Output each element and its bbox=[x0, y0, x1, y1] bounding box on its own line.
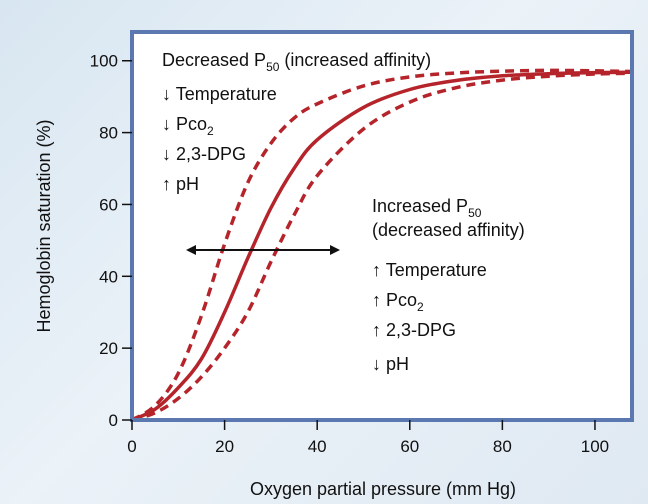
y-tick-label: 0 bbox=[109, 411, 118, 430]
right-item-temperature: ↑ Temperature bbox=[372, 260, 487, 280]
right-item-pco2: ↑ Pco2 bbox=[372, 290, 424, 314]
increased-p50-annotation: Increased P50 (decreased affinity) ↑ Tem… bbox=[372, 196, 525, 374]
left-item-ph: ↑ pH bbox=[162, 174, 199, 194]
decreased-p50-annotation: Decreased P50 (increased affinity) ↓ Tem… bbox=[162, 50, 431, 194]
x-tick-label: 80 bbox=[493, 437, 512, 456]
plot-frame bbox=[130, 30, 634, 422]
x-tick-label: 20 bbox=[215, 437, 234, 456]
normal-curve bbox=[131, 70, 633, 422]
y-axis-title: Hemoglobin saturation (%) bbox=[34, 119, 54, 332]
left-item-temperature: ↓ Temperature bbox=[162, 84, 277, 104]
x-tick-label: 0 bbox=[127, 437, 136, 456]
plot-area bbox=[132, 32, 632, 420]
left-item-dpg: ↓ 2,3-DPG bbox=[162, 144, 246, 164]
curve-layer bbox=[131, 68, 633, 422]
decreased-affinity-curve bbox=[131, 71, 633, 422]
y-tick-label: 60 bbox=[99, 195, 118, 214]
y-tick-label: 80 bbox=[99, 124, 118, 143]
x-axis: 0 20 40 60 80 100 bbox=[127, 420, 609, 456]
left-item-pco2: ↓ Pco2 bbox=[162, 114, 214, 138]
decreased-p50-heading: Decreased P50 (increased affinity) bbox=[162, 50, 431, 74]
increased-p50-heading: Increased P50 bbox=[372, 196, 482, 220]
y-tick-label: 100 bbox=[90, 52, 118, 71]
y-tick-label: 40 bbox=[99, 267, 118, 286]
y-tick-label: 20 bbox=[99, 339, 118, 358]
x-tick-label: 100 bbox=[581, 437, 609, 456]
increased-affinity-curve bbox=[131, 68, 633, 422]
right-item-dpg: ↑ 2,3-DPG bbox=[372, 320, 456, 340]
increased-p50-subheading: (decreased affinity) bbox=[372, 220, 525, 240]
right-item-ph: ↓ pH bbox=[372, 354, 409, 374]
x-tick-label: 60 bbox=[400, 437, 419, 456]
y-axis: 0 20 40 60 80 100 bbox=[90, 52, 132, 430]
x-axis-title: Oxygen partial pressure (mm Hg) bbox=[250, 479, 516, 499]
x-tick-label: 40 bbox=[308, 437, 327, 456]
